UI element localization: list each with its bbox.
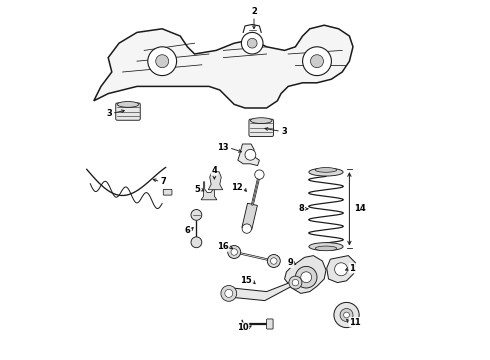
Circle shape [292,279,298,286]
Circle shape [156,55,169,68]
Polygon shape [285,256,326,293]
Circle shape [270,258,277,264]
Circle shape [245,149,256,160]
Circle shape [303,47,331,76]
Circle shape [340,309,353,321]
Polygon shape [327,256,356,283]
Ellipse shape [250,118,272,123]
Circle shape [295,266,317,288]
Ellipse shape [315,246,337,251]
Text: 8: 8 [298,204,304,213]
Text: 10: 10 [237,323,248,332]
Circle shape [225,289,233,297]
Text: 5: 5 [194,185,200,194]
Text: 9: 9 [288,258,294,267]
Circle shape [191,210,202,220]
Circle shape [191,237,202,248]
Circle shape [301,272,312,283]
Polygon shape [208,172,222,190]
Text: 2: 2 [251,7,257,16]
Circle shape [242,224,251,233]
Circle shape [335,263,347,276]
Text: 15: 15 [241,276,252,285]
Circle shape [242,32,263,54]
Text: 16: 16 [217,242,229,251]
Polygon shape [225,279,299,301]
Text: 3: 3 [106,109,112,118]
Text: 14: 14 [354,204,366,213]
Text: 12: 12 [231,183,243,192]
Text: 1: 1 [349,264,355,273]
Text: 7: 7 [160,177,166,186]
Circle shape [228,246,241,258]
Circle shape [268,255,280,267]
Polygon shape [94,25,353,108]
Circle shape [148,47,176,76]
Text: 14: 14 [353,204,365,213]
Ellipse shape [309,168,343,176]
Ellipse shape [309,243,343,251]
Polygon shape [238,144,259,166]
Circle shape [247,39,257,48]
Circle shape [343,312,349,318]
Circle shape [231,249,238,255]
Text: 13: 13 [217,143,229,152]
Text: 3: 3 [281,127,287,136]
Circle shape [221,285,237,301]
FancyBboxPatch shape [249,119,273,136]
FancyBboxPatch shape [267,319,273,329]
Text: 6: 6 [184,226,190,235]
FancyBboxPatch shape [163,189,172,195]
Circle shape [255,170,264,179]
FancyBboxPatch shape [116,103,140,120]
Polygon shape [201,182,217,200]
Circle shape [334,302,359,328]
Circle shape [311,55,323,68]
Ellipse shape [315,168,337,172]
Text: 11: 11 [349,318,361,327]
Text: 4: 4 [212,166,218,175]
Ellipse shape [117,102,139,107]
Circle shape [289,276,302,289]
Polygon shape [242,203,257,230]
